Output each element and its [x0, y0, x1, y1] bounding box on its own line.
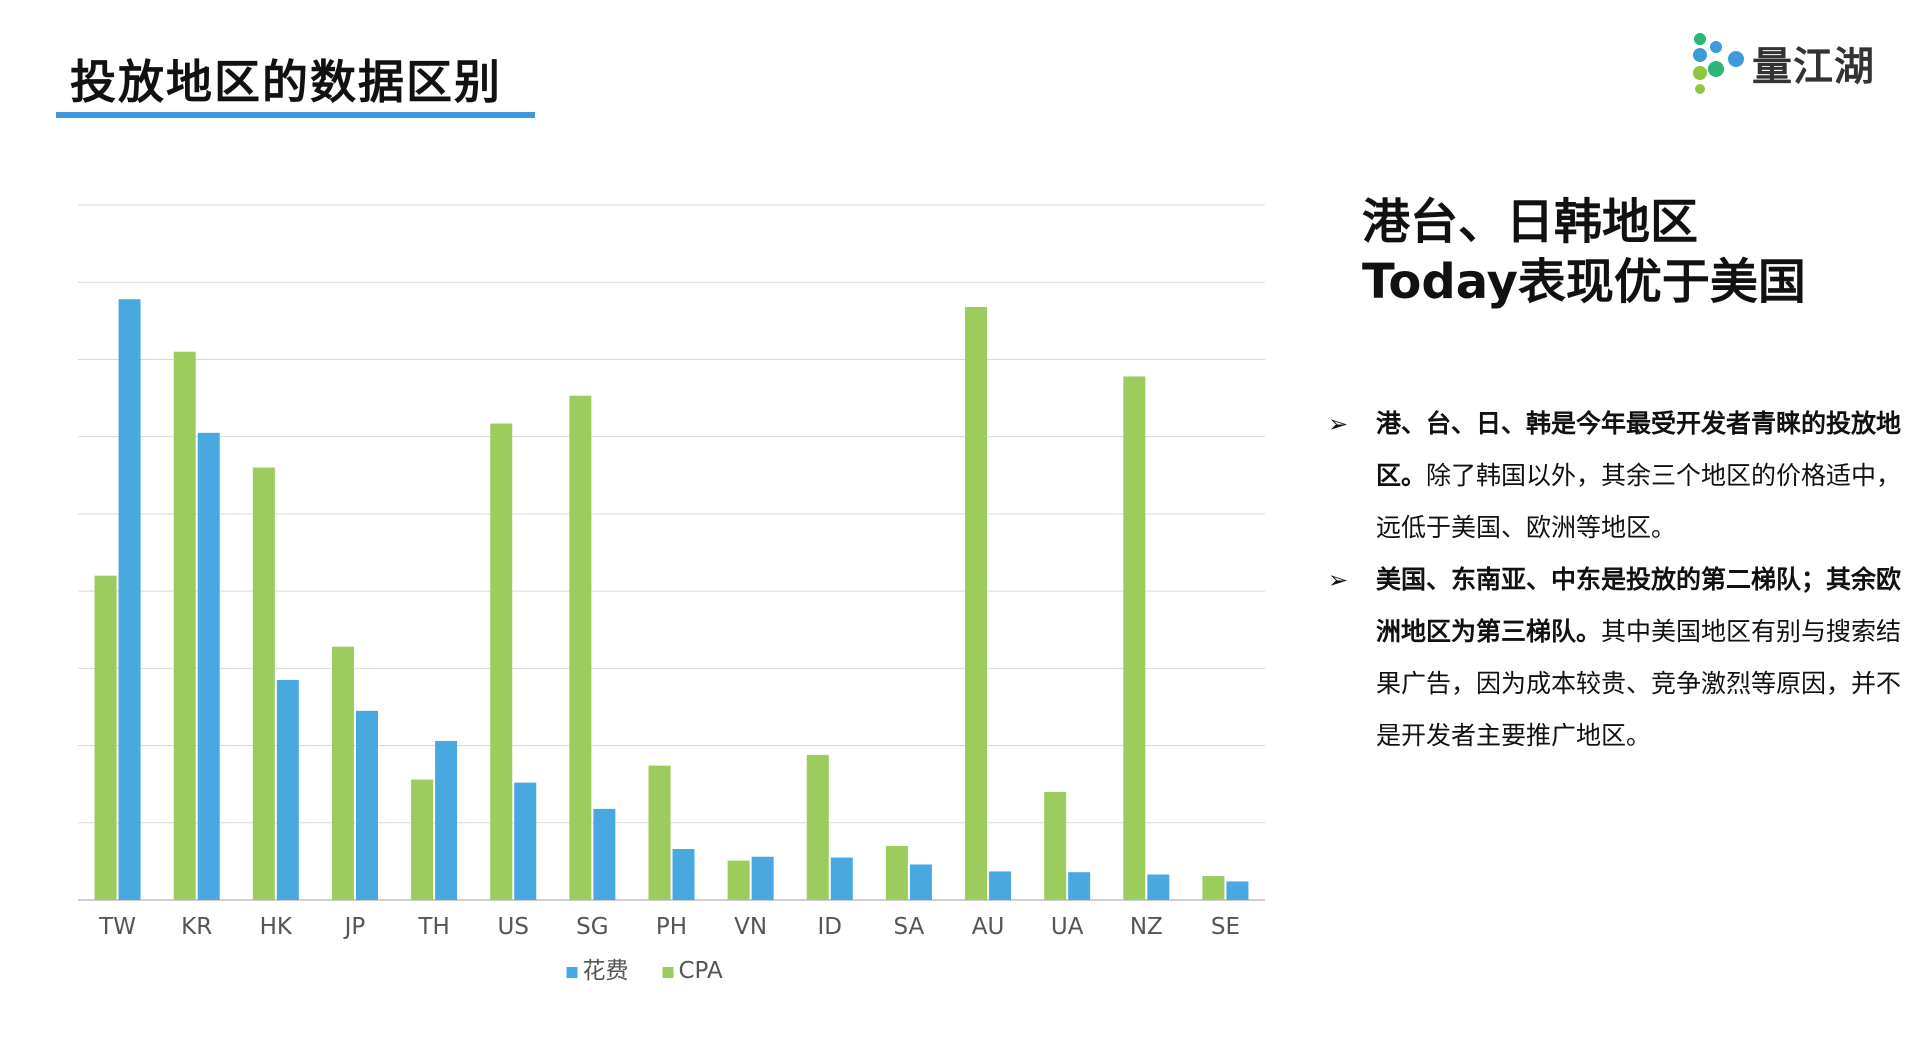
bullet-item: ➢ 港、台、日、韩是今年最受开发者青睐的投放地区。除了韩国以外，其余三个地区的价…: [1328, 398, 1908, 554]
x-tick-label: PH: [656, 914, 687, 940]
x-tick-label: JP: [343, 914, 366, 940]
bullet-text: 除了韩国以外，其余三个地区的价格适中，远低于美国、欧洲等地区。: [1376, 461, 1902, 542]
bar-cpa-ph: [648, 765, 671, 900]
bullet-text: 其中美国地区有别与搜索结果广告，因为成本较贵、竞争激烈等原因，并不是开发者主要推…: [1376, 617, 1902, 750]
headline-line-1: 港台、日韩地区: [1362, 194, 1699, 250]
title-underline: [56, 112, 535, 118]
headline-line-2: Today表现优于美国: [1362, 254, 1806, 310]
bar-spend-vn: [751, 856, 774, 900]
bullet-list: ➢ 港、台、日、韩是今年最受开发者青睐的投放地区。除了韩国以外，其余三个地区的价…: [1328, 398, 1908, 762]
bar-cpa-ua: [1044, 791, 1067, 900]
bar-cpa-au: [965, 306, 988, 900]
bar-spend-sg: [593, 808, 616, 900]
arrow-bullet-icon: ➢: [1328, 410, 1349, 438]
bar-cpa-id: [806, 754, 829, 900]
bar-cpa-hk: [252, 467, 275, 900]
x-tick-label: ID: [818, 914, 843, 940]
legend-swatch: [662, 967, 674, 978]
x-tick-label: TH: [417, 914, 449, 940]
bar-spend-ua: [1068, 872, 1091, 900]
bar-cpa-kr: [173, 351, 196, 900]
x-tick-label: US: [498, 914, 529, 940]
bar-cpa-se: [1202, 876, 1225, 900]
bullet-item: ➢ 美国、东南亚、中东是投放的第二梯队；其余欧洲地区为第三梯队。其中美国地区有别…: [1328, 554, 1908, 762]
bar-spend-jp: [355, 710, 378, 900]
bar-spend-se: [1226, 881, 1249, 900]
x-tick-label: AU: [972, 914, 1005, 940]
logo-text: 量江湖: [1752, 44, 1875, 90]
bar-cpa-jp: [331, 646, 354, 900]
legend-swatch: [566, 967, 578, 978]
brand-logo: 量江湖: [1690, 28, 1875, 98]
bar-cpa-sa: [885, 845, 908, 900]
x-tick-label: KR: [181, 914, 212, 940]
bar-spend-ph: [672, 849, 695, 900]
bullet-bold-text: 港、台、日、韩是今年最受开发者青睐的投放地区。: [1376, 409, 1902, 490]
bar-spend-th: [435, 740, 458, 900]
bar-spend-id: [830, 857, 853, 900]
x-tick-label: SA: [894, 914, 925, 940]
logo-mark-icon: [1693, 33, 1744, 94]
bar-cpa-vn: [727, 860, 750, 900]
bar-spend-sa: [909, 864, 932, 900]
legend-label: 花费: [583, 958, 629, 984]
bullet-bold-text: 美国、东南亚、中东是投放的第二梯队；其余欧洲地区为第三梯队。: [1376, 565, 1902, 646]
x-tick-label: SE: [1211, 914, 1240, 940]
legend-label: CPA: [679, 958, 723, 984]
bar-spend-nz: [1147, 874, 1170, 900]
page-title: 投放地区的数据区别: [70, 55, 502, 109]
bar-spend-tw: [118, 299, 141, 900]
x-tick-label: TW: [98, 914, 136, 940]
bar-spend-hk: [276, 679, 299, 900]
bar-cpa-th: [411, 779, 434, 900]
bar-cpa-sg: [569, 395, 592, 900]
bar-spend-us: [514, 782, 537, 900]
x-tick-label: VN: [734, 914, 767, 940]
x-tick-label: UA: [1051, 914, 1084, 940]
x-tick-label: HK: [260, 914, 293, 940]
bar-spend-kr: [197, 432, 220, 900]
bar-cpa-nz: [1123, 376, 1146, 900]
bar-spend-au: [989, 871, 1012, 900]
x-tick-label: NZ: [1130, 914, 1163, 940]
x-tick-label: SG: [576, 914, 608, 940]
bar-cpa-tw: [94, 575, 117, 900]
headline: 港台、日韩地区 Today表现优于美国: [1362, 192, 1806, 312]
bar-chart: TW KR HK JP TH US SG PH VN ID SA AU UA NZ SE 花费 CPA: [78, 204, 1265, 984]
bar-cpa-us: [490, 423, 513, 900]
arrow-bullet-icon: ➢: [1328, 566, 1349, 594]
